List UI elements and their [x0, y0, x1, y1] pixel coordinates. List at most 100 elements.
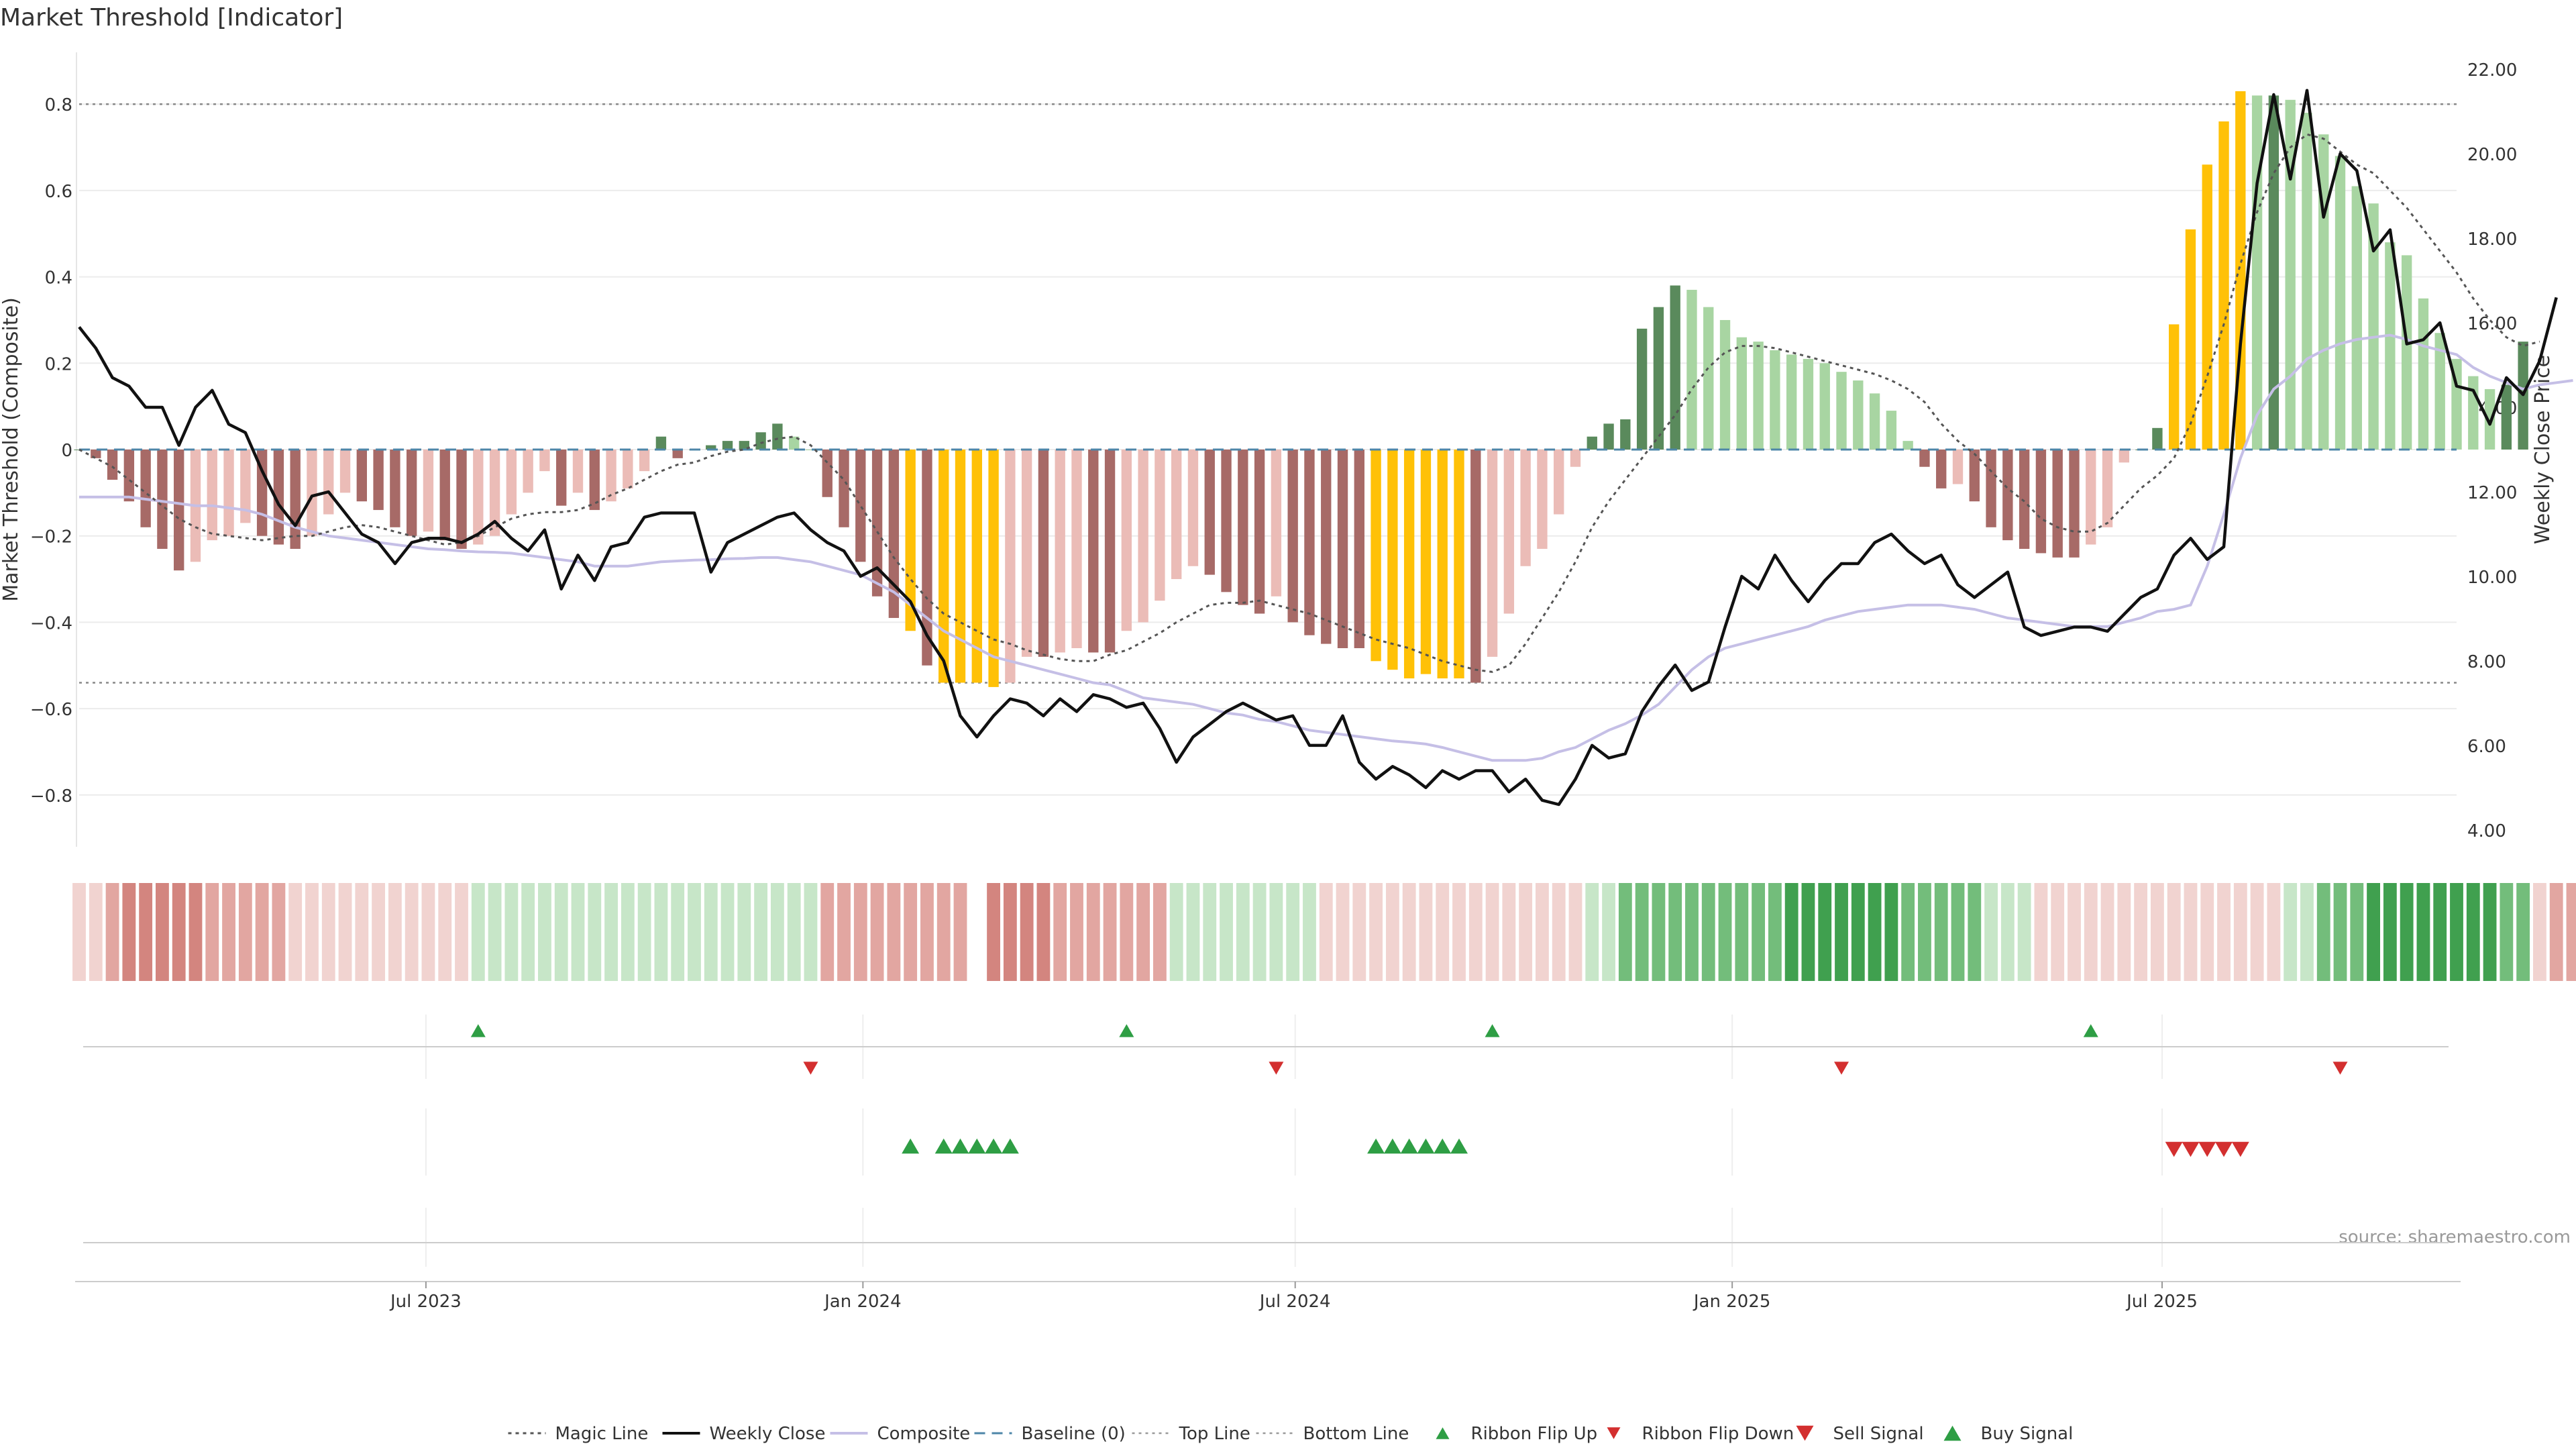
composite-bar: [140, 450, 151, 527]
strip-cell: [1252, 883, 1267, 981]
composite-bar: [2468, 376, 2479, 450]
strip-cell: [987, 883, 1000, 981]
composite-bar: [390, 450, 400, 527]
y-right-tick-label: 16.00: [2467, 314, 2517, 334]
composite-bar: [1670, 285, 1680, 450]
strip-cell: [571, 883, 585, 981]
strip-cell: [504, 883, 519, 981]
composite-bar: [356, 450, 367, 502]
composite-bar: [2302, 113, 2312, 450]
strip-cell: [1103, 883, 1117, 981]
strip-cell: [2466, 883, 2480, 981]
composite-bar: [1703, 307, 1714, 450]
strip-cell: [671, 883, 685, 981]
strip-cell: [2184, 883, 2198, 981]
strip-cell: [1652, 883, 1666, 981]
strip-cell: [2433, 883, 2447, 981]
strip-cell: [604, 883, 618, 981]
y-left-tick-label: 0.4: [45, 268, 72, 289]
chart-title: Market Threshold [Indicator]: [0, 4, 343, 32]
y-left-tick-label: −0.2: [30, 527, 72, 548]
x-tick-label: Jul 2024: [1258, 1292, 1331, 1312]
strip-cell: [1918, 883, 1931, 981]
strip-cell: [189, 883, 203, 981]
composite-bar: [922, 450, 932, 666]
strip-cell: [388, 883, 402, 981]
strip-cell: [637, 883, 651, 981]
strip-cell: [2034, 883, 2048, 981]
strip-cell: [2084, 883, 2098, 981]
strip-cell: [2367, 883, 2380, 981]
strip-cell: [2350, 883, 2364, 981]
legend-label: Ribbon Flip Up: [1471, 1424, 1598, 1444]
strip-cell: [1718, 883, 1732, 981]
composite-bar: [1603, 423, 1614, 450]
strip-cell: [704, 883, 718, 981]
ribbon-flip-panel: [83, 1015, 2449, 1079]
composite-bar: [1969, 450, 1980, 502]
x-axis: Jul 2023 Jan 2024 Jul 2024 Jan 2025 Jul 2025: [75, 1281, 2461, 1312]
composite-bar: [1902, 441, 1913, 450]
legend-label: Buy Signal: [1981, 1424, 2074, 1444]
composite-bar: [2401, 255, 2412, 450]
strip-cell: [238, 883, 252, 981]
composite-bar: [1503, 450, 1515, 614]
composite-bar: [2035, 450, 2047, 554]
x-tick-label: Jan 2024: [823, 1292, 902, 1312]
composite-bar: [1420, 450, 1432, 674]
composite-bar: [1736, 337, 1748, 450]
y-right-tick-label: 4.00: [2467, 821, 2506, 841]
strip-cell: [2533, 883, 2546, 981]
composite-bar: [672, 450, 683, 458]
composite-bar: [1187, 450, 1199, 566]
strip-cell: [321, 883, 335, 981]
composite-bar: [1021, 450, 1032, 657]
legend-item: Baseline (0): [974, 1424, 1126, 1444]
composite-bar: [2019, 450, 2030, 549]
strip-cell: [521, 883, 535, 981]
strip-cell: [1020, 883, 1034, 981]
y-right-tick-label: 8.00: [2467, 652, 2506, 672]
strip-cell: [205, 883, 219, 981]
strip-cell: [538, 883, 551, 981]
composite-bar: [1238, 450, 1248, 605]
composite-bar: [1337, 450, 1348, 648]
composite-bar: [1271, 450, 1282, 597]
strip-cell: [1752, 883, 1766, 981]
strip-cell: [1452, 883, 1466, 981]
strip-cell: [1152, 883, 1167, 981]
y-left-tick-label: −0.8: [30, 786, 72, 807]
composite-bar: [539, 450, 550, 472]
strip-cell: [1120, 883, 1134, 981]
y-left-label: Market Threshold (Composite): [0, 297, 23, 602]
main-panel: 0.8 0.6 0.4 0.2 0 −0.2 −0.4 −0.6 −0.8 22.00 20.00 1…: [30, 52, 2573, 847]
weekly-close-line: [78, 89, 2558, 807]
strip-cell: [172, 883, 186, 981]
composite-bar: [1653, 307, 1664, 450]
strip-cell: [1220, 883, 1233, 981]
legend-label: Weekly Close: [710, 1424, 826, 1444]
strip-cell: [1003, 883, 1017, 981]
composite-bar: [1537, 450, 1548, 549]
composite-bar: [1287, 450, 1298, 623]
composite-bar: [1470, 450, 1481, 683]
composite-bar: [1719, 319, 1731, 450]
strip-cell: [1835, 883, 1848, 981]
composite-bar: [1155, 450, 1165, 601]
strip-cell: [1968, 883, 1982, 981]
y-right-tick-label: 10.00: [2467, 568, 2517, 588]
strip-cell: [1568, 883, 1582, 981]
y-left-tick-label: −0.4: [30, 613, 72, 633]
composite-bar: [1836, 372, 1847, 450]
strip-cell: [1602, 883, 1615, 981]
strip-cell: [2300, 883, 2314, 981]
strip-cell: [837, 883, 851, 981]
composite-bar: [1005, 450, 1016, 683]
legend-item: Ribbon Flip Up: [1436, 1424, 1598, 1444]
strip-cell: [2100, 883, 2114, 981]
composite-bar: [955, 450, 966, 683]
strip-cell: [2400, 883, 2414, 981]
strip-cell: [1485, 883, 1499, 981]
composite-bar: [473, 450, 484, 545]
strip-cell: [787, 883, 801, 981]
